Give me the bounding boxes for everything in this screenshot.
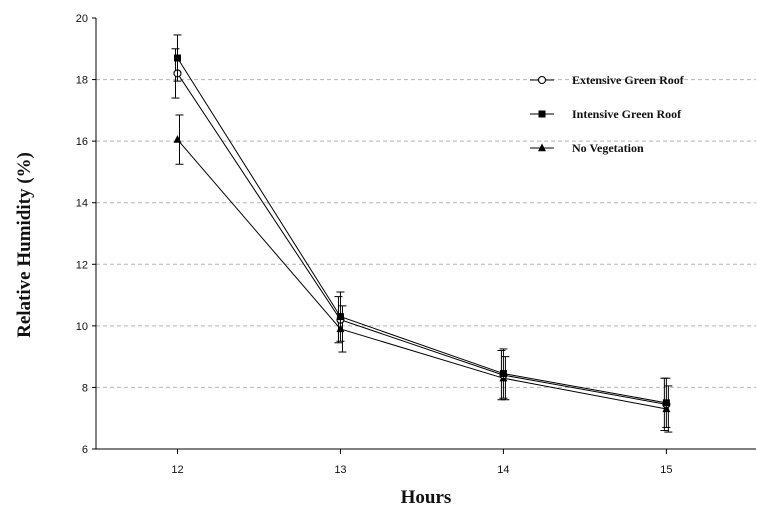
legend-marker-intensive-green-roof — [538, 110, 546, 118]
y-tick-label-18: 18 — [76, 75, 88, 87]
x-axis-ticks: 12 13 14 15 — [171, 449, 672, 476]
gridlines — [96, 79, 756, 388]
series-intensive-green-roof — [173, 34, 671, 428]
y-tick-label-12: 12 — [76, 259, 88, 271]
point-intensive-green-roof-12 — [173, 54, 181, 62]
axes — [95, 18, 756, 450]
y-tick-label-16: 16 — [76, 136, 88, 148]
y-axis-title: Relative Humidity (%) — [14, 152, 35, 338]
x-tick-label-15: 15 — [660, 464, 672, 476]
x-tick-label-13: 13 — [334, 464, 346, 476]
y-tick-label-10: 10 — [76, 321, 88, 333]
series-no-vegetation — [173, 114, 673, 433]
point-no-vegetation-12 — [173, 135, 182, 143]
y-tick-label-20: 20 — [76, 13, 88, 25]
legend-label-no-vegetation: No Vegetation — [572, 141, 644, 155]
legend-label-intensive-green-roof: Intensive Green Roof — [572, 107, 682, 121]
line-no-vegetation — [177, 139, 667, 410]
x-axis-title: Hours — [401, 487, 452, 508]
legend-item-extensive-green-roof: Extensive Green Roof — [530, 73, 685, 87]
point-intensive-green-roof-13 — [336, 313, 344, 321]
legend-marker-no-vegetation — [538, 143, 546, 152]
line-extensive-green-roof — [177, 73, 667, 405]
legend-marker-extensive-green-roof — [537, 75, 547, 85]
point-intensive-green-roof-15 — [662, 399, 670, 407]
point-intensive-green-roof-14 — [499, 370, 507, 378]
legend-item-no-vegetation: No Vegetation — [530, 141, 644, 155]
x-tick-label-12: 12 — [171, 464, 183, 476]
y-tick-label-8: 8 — [82, 382, 88, 394]
series-group — [171, 34, 673, 433]
line-intensive-green-roof — [177, 57, 667, 404]
legend: Extensive Green Roof Intensive Green Roof… — [530, 73, 685, 155]
x-tick-label-14: 14 — [497, 464, 509, 476]
y-tick-label-6: 6 — [82, 444, 88, 456]
y-axis-ticks: 6 8 10 12 14 16 18 20 — [76, 13, 96, 456]
legend-item-intensive-green-roof: Intensive Green Roof — [530, 107, 682, 121]
y-tick-label-14: 14 — [76, 198, 88, 210]
legend-label-extensive-green-roof: Extensive Green Roof — [572, 73, 685, 87]
